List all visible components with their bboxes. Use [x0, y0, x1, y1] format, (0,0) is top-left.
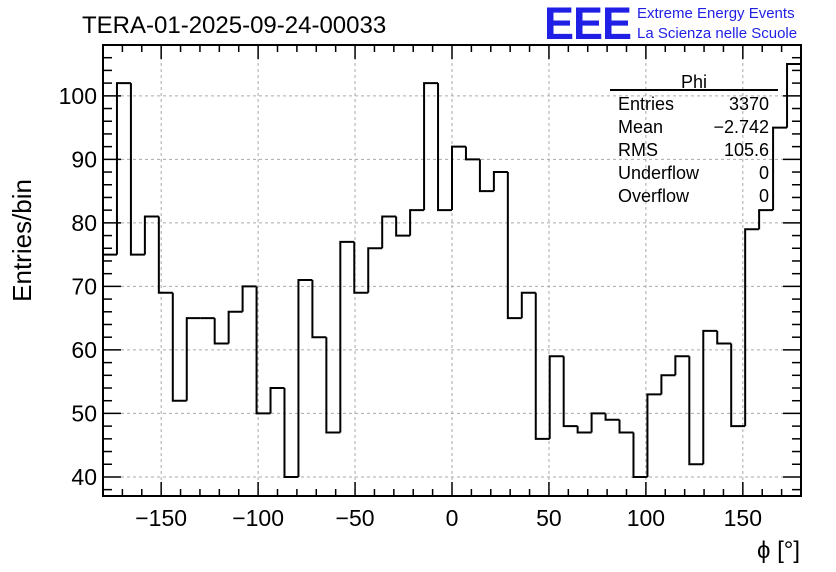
- histogram-bin: [562, 356, 578, 428]
- histogram-bin: [534, 292, 550, 440]
- histogram-bin: [115, 82, 131, 255]
- x-tick-label: 100: [627, 505, 665, 531]
- histogram-bars: [103, 63, 801, 478]
- histogram-bin: [674, 355, 690, 376]
- histogram-bin: [367, 247, 383, 293]
- histogram-bin: [590, 412, 606, 433]
- histogram-bin: [716, 330, 732, 345]
- histogram-bin: [464, 146, 480, 161]
- histogram-bin: [437, 83, 452, 212]
- histogram-bin: [325, 337, 341, 434]
- x-tick-label: −50: [336, 505, 375, 531]
- y-tick-label: 50: [71, 400, 97, 426]
- histogram-bin: [506, 172, 522, 320]
- stats-value: 0: [759, 163, 769, 183]
- stats-box: Phi Entries 3370 Mean −2.742 RMS 105.6 Underfl…: [610, 72, 778, 206]
- histogram-bin: [143, 215, 159, 255]
- eee-logo: EEE: [544, 0, 631, 49]
- stats-label: Entries: [618, 94, 674, 114]
- histogram-bin: [576, 426, 592, 434]
- stats-value: −2.742: [713, 117, 769, 137]
- histogram-bin: [311, 280, 327, 339]
- y-tick-label: 60: [71, 337, 97, 363]
- histogram-bin: [423, 82, 439, 211]
- histogram-bin: [646, 393, 662, 477]
- histogram-bin: [786, 63, 801, 128]
- histogram-bin: [381, 215, 397, 249]
- stats-label: Mean: [618, 117, 663, 137]
- y-tick-label: 100: [59, 83, 97, 109]
- histogram-bin: [478, 159, 494, 193]
- logo-line-2: La Scienza nelle Scuole: [637, 25, 797, 42]
- histogram-bin: [269, 387, 285, 414]
- histogram-bin: [548, 355, 564, 439]
- histogram-bin: [297, 279, 313, 477]
- stats-value: 3370: [729, 94, 769, 114]
- stats-label: RMS: [618, 140, 658, 160]
- histogram-bin: [492, 171, 508, 192]
- logo-line-1: Extreme Energy Events: [637, 5, 795, 22]
- x-tick-label: 50: [536, 505, 562, 531]
- histogram-bin: [395, 216, 411, 237]
- histogram-bin: [157, 216, 173, 294]
- stats-title: Phi: [681, 72, 707, 92]
- histogram-bin: [688, 356, 704, 466]
- y-tick-label: 80: [71, 210, 97, 236]
- y-axis-label: Entries/bin: [7, 179, 37, 302]
- histogram-bin: [618, 419, 634, 434]
- histogram-bin: [185, 317, 201, 401]
- histogram-bin: [772, 126, 788, 211]
- histogram-bin: [213, 318, 229, 345]
- histogram-bin: [283, 388, 299, 478]
- histogram-bin: [702, 329, 718, 465]
- grid-lines: [103, 45, 801, 496]
- y-tick-label: 90: [71, 146, 97, 172]
- histogram-bin: [730, 343, 746, 428]
- stats-label: Underflow: [618, 163, 700, 183]
- histogram-bin: [353, 241, 369, 294]
- stats-value: 105.6: [724, 140, 769, 160]
- histogram-bin: [129, 83, 145, 256]
- chart-title: TERA-01-2025-09-24-00033: [82, 12, 386, 39]
- histogram-bin: [171, 292, 187, 402]
- histogram-bin: [409, 209, 425, 236]
- stats-label: Overflow: [618, 186, 690, 206]
- histogram-bin: [744, 228, 760, 427]
- histogram-bin: [758, 209, 774, 230]
- x-tick-label: 0: [446, 505, 459, 531]
- axis-ticks: [102, 44, 802, 496]
- y-tick-label: 40: [71, 464, 97, 490]
- x-tick-label: −100: [232, 505, 284, 531]
- histogram-bin: [660, 374, 676, 395]
- histogram-bin: [241, 285, 257, 312]
- y-tick-label: 70: [71, 273, 97, 299]
- histogram-bin: [255, 286, 271, 415]
- histogram-bin: [339, 240, 355, 433]
- stats-value: 0: [759, 186, 769, 206]
- tick-labels: −150 −100 −50 0 50 100 150 40 50 60 70 80 90 100: [59, 83, 762, 531]
- x-tick-label: −150: [135, 505, 187, 531]
- x-axis-label: ϕ [°]: [757, 537, 800, 564]
- histogram-bin: [451, 145, 466, 211]
- histogram-bin: [632, 432, 648, 478]
- histogram-bin: [520, 291, 536, 319]
- histogram-bin: [604, 413, 620, 421]
- x-tick-label: 150: [724, 505, 762, 531]
- histogram-bin: [227, 310, 243, 344]
